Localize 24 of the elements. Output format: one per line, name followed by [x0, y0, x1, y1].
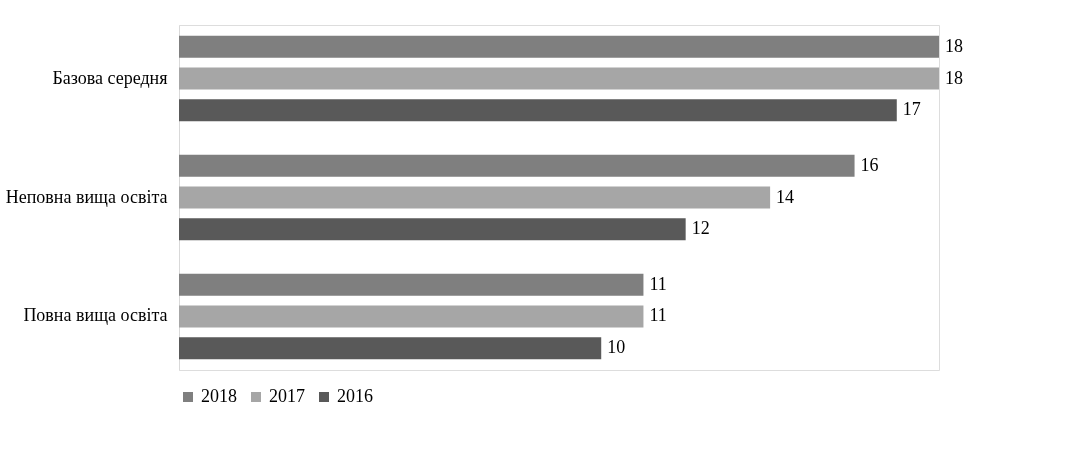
data-label: 12 — [691, 218, 710, 239]
bar — [179, 67, 939, 90]
data-label: 18 — [945, 35, 963, 56]
data-label: 16 — [860, 154, 879, 175]
bar — [179, 99, 897, 122]
bar — [179, 305, 644, 328]
data-label: 14 — [776, 186, 795, 207]
data-label: 18 — [945, 67, 963, 88]
bar — [179, 273, 644, 296]
bar — [179, 35, 939, 58]
y-tick-label: Базова середня — [52, 67, 168, 88]
data-label: 10 — [607, 337, 626, 358]
bar — [179, 337, 602, 360]
data-label: 17 — [902, 99, 921, 120]
bar — [179, 186, 771, 209]
bar — [179, 218, 686, 241]
y-tick-label: Неповна вища освіта — [5, 186, 168, 207]
data-label: 11 — [649, 305, 667, 326]
bar — [179, 154, 855, 177]
legend-label: 2017 — [269, 386, 305, 406]
y-tick-label: Повна вища освіта — [23, 305, 168, 326]
data-label: 11 — [649, 273, 667, 294]
legend-label: 2018 — [201, 386, 237, 406]
legend-label: 2016 — [337, 386, 373, 406]
